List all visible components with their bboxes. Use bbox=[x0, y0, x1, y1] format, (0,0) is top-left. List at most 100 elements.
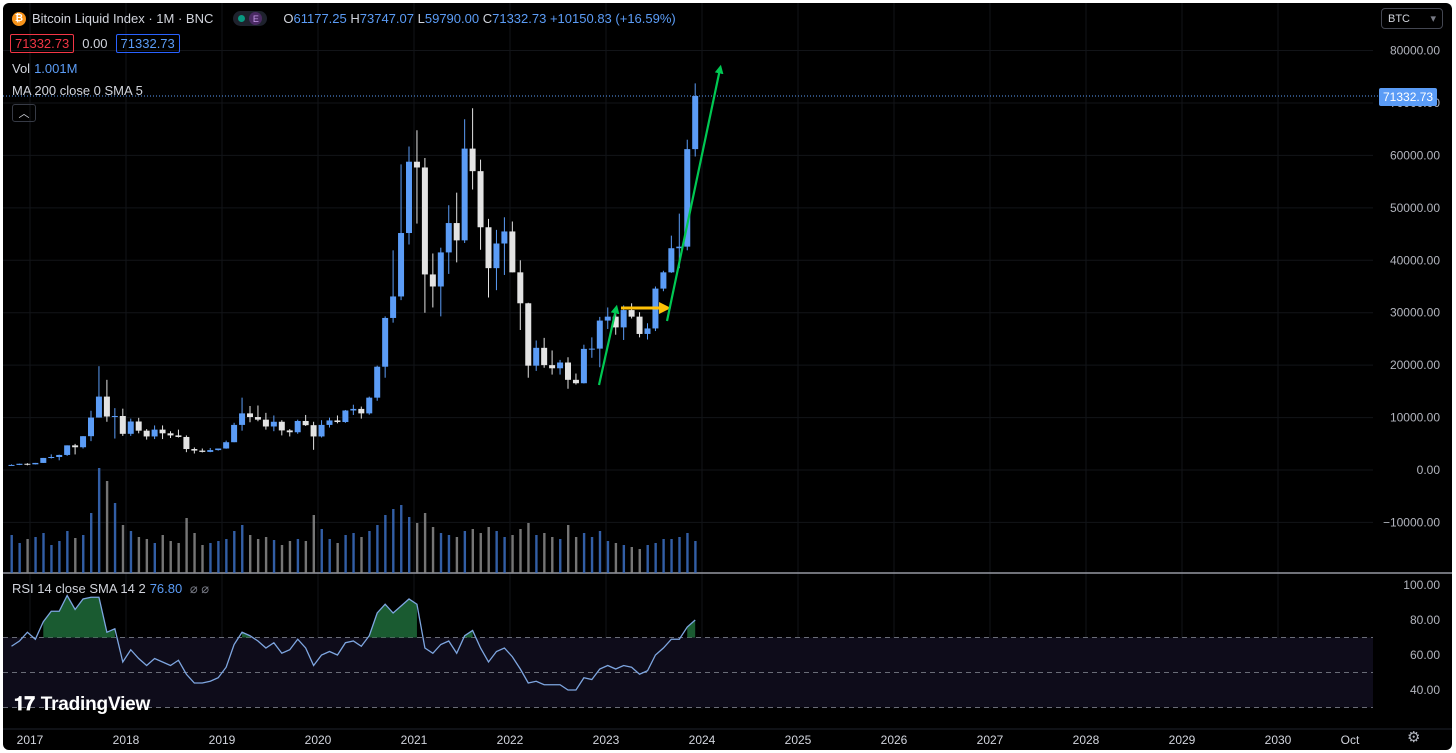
candle-body bbox=[334, 420, 341, 423]
candle-body bbox=[223, 442, 230, 449]
volume-bar bbox=[50, 545, 53, 573]
candle bbox=[390, 250, 397, 323]
volume-bar bbox=[26, 539, 29, 573]
candle-body bbox=[103, 396, 110, 417]
candle bbox=[199, 448, 206, 453]
volume-bar bbox=[264, 537, 268, 573]
volume-bar bbox=[694, 541, 697, 573]
candle bbox=[398, 164, 405, 301]
candle-body bbox=[151, 429, 158, 437]
candle bbox=[358, 406, 365, 419]
volume-bar bbox=[105, 481, 109, 573]
rsi-axis: 100.00 80.00 60.00 40.00 bbox=[1403, 578, 1440, 697]
bitcoin-icon: ₿ bbox=[12, 11, 26, 26]
volume-legend[interactable]: Vol 1.001M bbox=[12, 61, 78, 76]
rsi-legend[interactable]: RSI 14 close SMA 14 2 76.80 ⌀ ⌀ bbox=[12, 581, 210, 596]
candle-body bbox=[421, 167, 428, 275]
time-tick-label: 2026 bbox=[881, 733, 908, 747]
gear-icon[interactable]: ⚙ bbox=[1407, 729, 1421, 746]
candle-body bbox=[509, 231, 516, 273]
collapse-legend-button[interactable]: ︿ bbox=[12, 104, 36, 122]
candle bbox=[127, 418, 134, 436]
candle-body bbox=[24, 463, 31, 465]
candle bbox=[72, 443, 79, 455]
candle bbox=[270, 415, 277, 432]
candle-body bbox=[445, 223, 452, 253]
candle-body bbox=[88, 417, 94, 437]
ma-legend[interactable]: MA 200 close 0 SMA 5 bbox=[12, 83, 143, 98]
candle bbox=[421, 158, 428, 313]
volume-bar bbox=[34, 537, 37, 573]
time-tick-label: 2029 bbox=[1169, 733, 1196, 747]
volume-bar bbox=[344, 535, 347, 573]
candle bbox=[247, 406, 253, 423]
volume-bar bbox=[217, 541, 220, 573]
volume-bar bbox=[455, 537, 459, 573]
candle bbox=[80, 436, 87, 449]
market-status-icon bbox=[238, 15, 246, 22]
last-price-tag: 71332.73 bbox=[1379, 88, 1438, 106]
candle bbox=[135, 417, 142, 434]
candle-body bbox=[294, 420, 301, 433]
candle bbox=[302, 414, 309, 426]
sell-price-button[interactable]: 71332.73 bbox=[10, 34, 75, 53]
price-tick-label: 40000.00 bbox=[1390, 253, 1440, 267]
candle bbox=[382, 316, 389, 378]
candle-body bbox=[302, 420, 309, 426]
candle bbox=[262, 412, 269, 430]
candle bbox=[215, 448, 222, 451]
candle bbox=[413, 130, 420, 224]
candle bbox=[620, 305, 627, 340]
candle-body bbox=[8, 464, 15, 466]
rsi-line bbox=[11, 594, 696, 691]
rsi-overbought-fill bbox=[43, 595, 115, 638]
candle-body bbox=[183, 436, 190, 450]
candle-body bbox=[596, 320, 603, 349]
buy-price-button[interactable]: 71332.73 bbox=[115, 34, 180, 53]
candle-body bbox=[254, 417, 261, 420]
candle-body bbox=[270, 421, 277, 427]
candle-body bbox=[604, 316, 611, 321]
candle-body bbox=[541, 347, 548, 366]
volume-bar bbox=[503, 537, 506, 573]
volume-bar bbox=[201, 545, 204, 573]
candle-body bbox=[692, 96, 699, 150]
candle-body bbox=[429, 274, 436, 287]
rsi-pane: 100.00 80.00 60.00 40.00 bbox=[3, 578, 1440, 708]
candle-body bbox=[326, 420, 333, 425]
candle bbox=[40, 457, 47, 463]
chevron-up-icon: ︿ bbox=[18, 108, 30, 120]
chart-canvas[interactable]: 80000.0070000.0060000.0050000.0040000.00… bbox=[3, 3, 1452, 750]
candle bbox=[668, 235, 675, 273]
volume-bar bbox=[113, 503, 117, 573]
candle bbox=[541, 337, 548, 368]
candle bbox=[95, 366, 102, 418]
candle bbox=[231, 422, 238, 443]
candle bbox=[310, 421, 317, 450]
candle-body bbox=[374, 366, 381, 398]
rsi-tick-label: 40.00 bbox=[1410, 683, 1440, 697]
volume-bar bbox=[662, 539, 665, 573]
candle bbox=[254, 405, 261, 422]
ohlc-values: O61177.25 H73747.07 L59790.00 C71332.73 … bbox=[283, 11, 676, 26]
candle-body bbox=[620, 310, 627, 328]
candle-body bbox=[565, 362, 571, 380]
candle-body bbox=[40, 457, 47, 463]
open-value: 61177.25 bbox=[293, 11, 347, 26]
candle-body bbox=[56, 454, 63, 457]
volume-bar bbox=[209, 543, 212, 573]
candle-body bbox=[119, 415, 126, 434]
volume-bar bbox=[97, 468, 101, 573]
candle bbox=[469, 108, 476, 190]
symbol-select[interactable]: BTC ▾ bbox=[1381, 8, 1443, 29]
candle bbox=[119, 408, 126, 436]
candle bbox=[525, 302, 532, 378]
candle-body bbox=[636, 316, 643, 334]
volume-bar bbox=[567, 525, 570, 573]
symbol-title[interactable]: Bitcoin Liquid Index · 1M · BNC bbox=[32, 11, 214, 26]
volume-bar bbox=[400, 505, 403, 573]
candle-body bbox=[278, 421, 285, 431]
candle bbox=[517, 260, 524, 331]
candle-body bbox=[48, 456, 55, 458]
exchange-status-pill[interactable]: E bbox=[233, 11, 268, 26]
